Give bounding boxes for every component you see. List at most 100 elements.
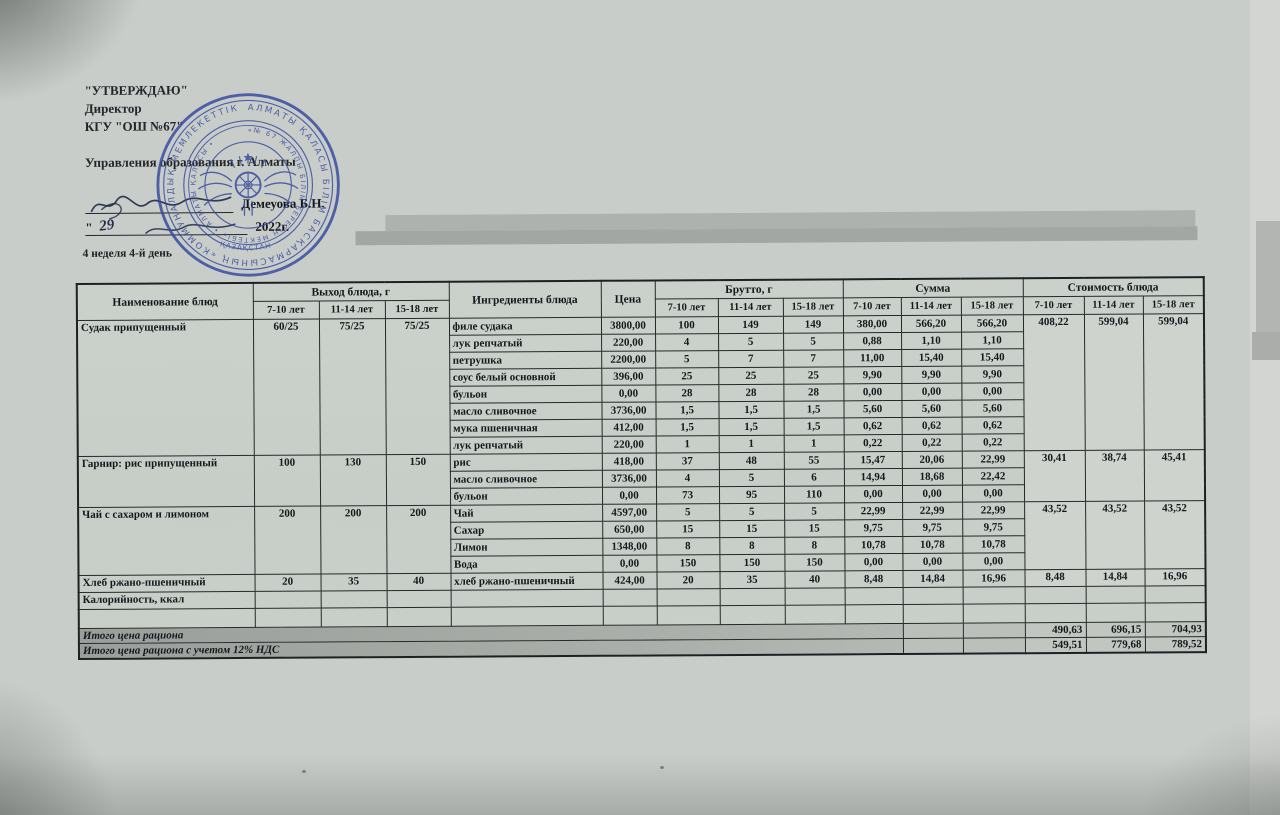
col-header-ingredients: Ингредиенты блюда <box>448 280 601 319</box>
price-value: 0,00 <box>602 554 657 573</box>
total-vat-value: 789,52 <box>1144 636 1207 653</box>
price-value: 4597,00 <box>602 503 657 522</box>
dish-cost-value: 43,52 <box>1024 501 1086 570</box>
brutto-value: 8 <box>656 537 720 555</box>
brutto-value: 150 <box>656 554 720 572</box>
age-col-header: 7-10 лет <box>654 298 718 317</box>
dish-cost-value: 599,04 <box>1142 313 1205 450</box>
empty-cell <box>784 604 845 625</box>
sum-value: 566,20 <box>960 314 1024 333</box>
empty-cell <box>602 605 657 626</box>
total-value: 490,63 <box>1024 622 1086 638</box>
output-value: 150 <box>385 454 451 506</box>
age-col-header: 7-10 лет <box>252 301 319 320</box>
brutto-value: 7 <box>783 349 844 368</box>
empty-cell <box>962 586 1025 605</box>
age-col-header: 11-14 лет <box>318 300 385 320</box>
sum-value: 0,00 <box>962 552 1025 571</box>
sum-value: 0,62 <box>843 417 902 435</box>
calories-label: Калорийность, ккал <box>78 591 255 610</box>
price-value: 3736,00 <box>601 401 656 420</box>
date-open-quote: " <box>85 219 93 235</box>
output-value: 40 <box>386 573 451 591</box>
brutto-value: 8 <box>784 536 845 555</box>
ingredient-name: масло сливочное <box>449 470 603 489</box>
scan-speck <box>302 770 306 773</box>
sum-value: 0,00 <box>962 484 1025 503</box>
brutto-value: 4 <box>655 469 720 487</box>
empty-cell <box>656 588 720 606</box>
sum-value: 9,75 <box>844 519 903 537</box>
dish-name: Чай с сахаром и лимоном <box>78 506 255 576</box>
output-value: 35 <box>320 573 387 592</box>
output-value: 60/25 <box>252 319 320 456</box>
ingredient-name: филе судака <box>448 317 602 336</box>
brutto-value: 15 <box>719 520 785 538</box>
handwritten-signature <box>90 195 232 220</box>
ingredient-name: Лимон <box>450 538 603 557</box>
brutto-value: 73 <box>656 486 720 504</box>
sum-value: 0,00 <box>902 485 963 503</box>
brutto-value: 110 <box>784 485 845 504</box>
sum-value: 8,48 <box>844 570 903 588</box>
ingredient-name: рис <box>449 453 602 472</box>
brutto-value: 5 <box>656 503 720 521</box>
empty-cell <box>719 588 785 606</box>
brutto-value: 20 <box>656 571 720 589</box>
empty-cell <box>320 607 387 628</box>
sum-value: 22,99 <box>902 502 963 520</box>
price-value: 0,00 <box>601 384 656 403</box>
price-value: 3800,00 <box>600 316 656 335</box>
sum-value: 0,22 <box>901 434 962 452</box>
dish-cost-value: 408,22 <box>1022 314 1085 451</box>
dish-name: Судак припущенный <box>76 319 254 457</box>
brutto-value: 40 <box>784 570 845 589</box>
sum-value: 380,00 <box>842 315 902 333</box>
sum-value: 10,78 <box>962 535 1025 554</box>
price-value: 418,00 <box>601 452 656 471</box>
output-value: 200 <box>386 505 451 574</box>
sum-value: 0,00 <box>844 553 903 571</box>
empty-cell <box>902 638 964 654</box>
dish-cost-value: 38,74 <box>1084 449 1145 502</box>
brutto-value: 1,5 <box>718 418 784 436</box>
price-value: 3736,00 <box>601 469 657 488</box>
sum-value: 9,90 <box>901 366 962 384</box>
empty-cell <box>844 587 903 605</box>
sum-value: 0,00 <box>901 383 962 401</box>
sum-value: 566,20 <box>900 315 962 333</box>
age-col-header: 11-14 лет <box>900 297 961 316</box>
brutto-value: 15 <box>784 519 845 538</box>
sum-value: 0,00 <box>844 485 903 503</box>
sum-value: 9,75 <box>902 519 963 537</box>
sum-value: 0,62 <box>901 417 962 435</box>
sum-value: 1,10 <box>901 332 962 350</box>
scan-speck <box>660 766 664 769</box>
handwritten-day: 29 <box>98 216 116 235</box>
brutto-value: 1,5 <box>718 401 784 419</box>
total-vat-value: 549,51 <box>1024 637 1087 654</box>
ingredient-name: Вода <box>450 555 603 574</box>
brutto-value: 7 <box>718 350 784 368</box>
col-header-cost: Стоимость блюда <box>1022 277 1204 297</box>
empty-cell <box>902 623 963 639</box>
brutto-value: 28 <box>783 383 844 402</box>
dish-cost-value: 30,41 <box>1023 450 1086 502</box>
sum-value: 15,40 <box>901 349 962 367</box>
brutto-value: 1,5 <box>783 417 844 436</box>
empty-cell <box>386 607 451 627</box>
brutto-value: 8 <box>719 537 785 555</box>
price-value: 220,00 <box>601 435 656 454</box>
sum-value: 5,60 <box>843 400 902 418</box>
menu-table: Наименование блюд Выход блюда, г Ингреди… <box>75 276 1208 661</box>
empty-cell <box>1024 603 1086 623</box>
empty-cell <box>254 591 321 609</box>
official-stamp: АЛМАТЫ ҚАЛАСЫ БІЛІМ БАСҚАРМАСЫНЫҢ «КОММУ… <box>156 93 340 277</box>
ingredient-name: хлеб ржано-пшеничный <box>450 572 603 591</box>
handwritten-month <box>144 223 236 235</box>
brutto-value: 150 <box>719 554 785 572</box>
sum-value: 9,90 <box>961 365 1024 384</box>
col-header-price: Цена <box>600 280 655 318</box>
sum-value: 22,99 <box>961 450 1024 469</box>
